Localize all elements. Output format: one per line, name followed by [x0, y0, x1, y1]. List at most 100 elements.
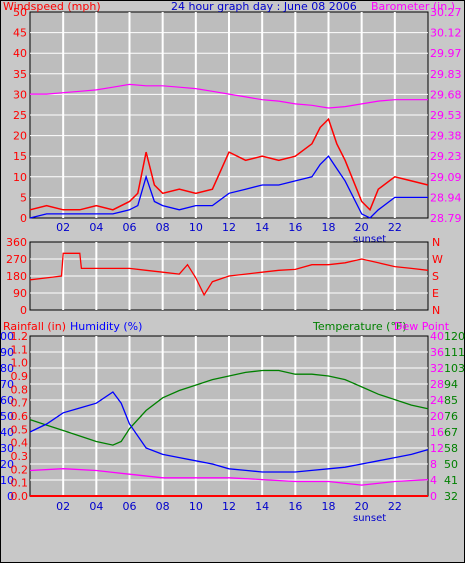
tick-label: 28.94	[430, 191, 462, 204]
x-tick-label: 04	[89, 221, 103, 234]
tick-label: 0.0	[11, 490, 29, 503]
tick-label: 16	[430, 426, 444, 439]
x-tick-label: 02	[56, 221, 70, 234]
temperature-f-ticks: 120 111 103 94 85 76 67 58 50 41 32	[444, 330, 465, 503]
series-line	[29, 252, 429, 297]
x-tick-label: 06	[123, 500, 137, 513]
x-ticks-temperature: 02 04 06 08 10 12 14 16 18 20 22	[56, 500, 402, 513]
tick-label: 94	[444, 378, 458, 391]
tick-label: 28.79	[430, 212, 462, 225]
chart-title: 24 hour graph day : June 08 2006	[171, 0, 357, 13]
temperature-axis-label: Temperature (°F)	[312, 320, 407, 333]
tick-label: 0	[20, 212, 27, 225]
direction-ticks: 360 270 180 90 0	[6, 236, 27, 317]
x-tick-label: 18	[322, 500, 336, 513]
tick-label: 5	[20, 191, 27, 204]
tick-label: 103	[444, 362, 465, 375]
tick-label: 0.2	[11, 463, 29, 476]
x-tick-label: 12	[222, 221, 236, 234]
tick-label: 60	[0, 394, 14, 407]
tick-label: 45	[13, 27, 27, 40]
grid-temperature	[30, 336, 428, 496]
series-line	[29, 117, 429, 212]
tick-label: 4	[430, 474, 437, 487]
tick-label: 70	[0, 378, 14, 391]
tick-label: 76	[444, 410, 458, 423]
tick-label: 360	[6, 236, 27, 249]
tick-label: W	[432, 253, 443, 266]
series-line	[29, 155, 428, 219]
tick-label: 90	[0, 346, 14, 359]
tick-label: 32	[430, 362, 444, 375]
tick-label: 10	[13, 171, 27, 184]
series-line	[29, 391, 429, 473]
tick-label: 1.1	[11, 343, 29, 356]
tick-label: 10	[0, 474, 14, 487]
humidity-ticks: 1009080706050403020100	[0, 330, 14, 503]
tick-label: 0	[20, 304, 27, 317]
tick-label: S	[432, 270, 439, 283]
tick-label: 90	[13, 287, 27, 300]
x-tick-label: 02	[56, 500, 70, 513]
x-tick-label: 16	[288, 221, 302, 234]
wind-series	[29, 83, 429, 219]
tick-label: 12	[430, 442, 444, 455]
tick-label: 29.23	[430, 150, 462, 163]
tick-label: 111	[444, 346, 465, 359]
sunset-label-temperature: sunset	[353, 513, 386, 524]
tick-label: 0	[430, 490, 437, 503]
tick-label: 32	[444, 490, 458, 503]
tick-label: E	[432, 287, 439, 300]
tick-label: 24	[430, 394, 444, 407]
tick-label: 85	[444, 394, 458, 407]
tick-label: 29.38	[430, 130, 462, 143]
tick-label: 20	[13, 130, 27, 143]
x-tick-label: 12	[222, 500, 236, 513]
tick-label: 0	[7, 490, 14, 503]
panel-wind: Windspeed (mph) 24 hour graph day : June…	[3, 0, 462, 245]
tick-label: 1.0	[11, 357, 29, 370]
tick-label: 1.2	[11, 330, 29, 343]
tick-label: 29.09	[430, 171, 462, 184]
tick-label: 80	[0, 362, 14, 375]
tick-label: 29.97	[430, 47, 462, 60]
direction-series	[29, 252, 429, 297]
x-tick-label: 10	[189, 221, 203, 234]
tick-label: 0.9	[11, 370, 29, 383]
tick-label: 0.7	[11, 397, 29, 410]
tick-label: 0.1	[11, 477, 29, 490]
series-line	[30, 83, 428, 109]
x-tick-label: 20	[355, 500, 369, 513]
tick-label: 35	[13, 68, 27, 81]
x-tick-label: 18	[322, 221, 336, 234]
tick-label: 40	[0, 426, 14, 439]
x-tick-label: 08	[156, 500, 170, 513]
tick-label: 8	[430, 458, 437, 471]
x-tick-label: 10	[189, 500, 203, 513]
tick-label: 0.6	[11, 410, 29, 423]
tick-label: 41	[444, 474, 458, 487]
tick-label: 50	[0, 410, 14, 423]
tick-label: 0.4	[11, 437, 29, 450]
tick-label: 50	[444, 458, 458, 471]
panel-temperature: Rainfall (in) Humidity (%) Temperature (…	[0, 320, 465, 524]
tick-label: 25	[13, 109, 27, 122]
barometer-axis-label: Barometer (in.)	[371, 0, 455, 13]
tick-label: 30.27	[430, 6, 462, 19]
rain-ticks: 1.21.11.00.90.80.70.60.50.40.30.20.10.0	[11, 330, 29, 503]
series-line	[29, 468, 429, 486]
tick-label: 270	[6, 253, 27, 266]
tick-label: 120	[444, 330, 465, 343]
tick-label: N	[432, 236, 440, 249]
x-tick-label: 06	[123, 221, 137, 234]
series-line	[29, 369, 429, 446]
tick-label: 29.68	[430, 88, 462, 101]
temperature-series	[29, 369, 429, 497]
wind-axis-label: Windspeed (mph)	[3, 0, 101, 13]
rainfall-axis-label: Rainfall (in)	[3, 320, 66, 333]
